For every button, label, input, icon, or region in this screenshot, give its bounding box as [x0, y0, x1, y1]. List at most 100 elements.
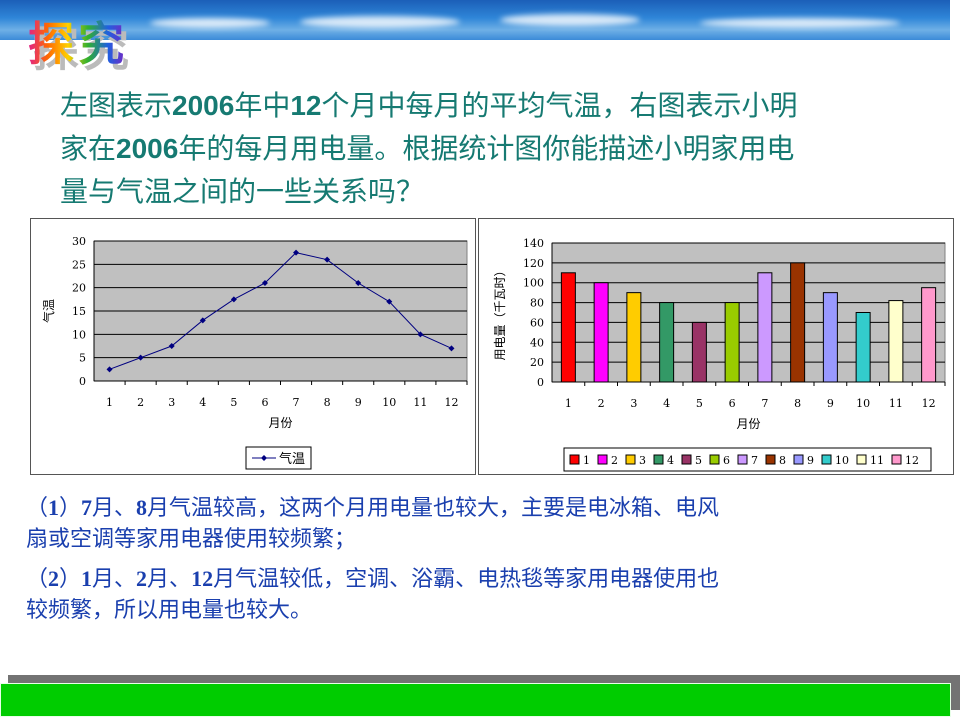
data-point	[293, 249, 300, 256]
x-tick-label: 1	[565, 397, 572, 410]
legend-swatch	[653, 454, 664, 465]
text-segment: 左图表示	[60, 89, 173, 122]
text-segment: 1	[48, 495, 60, 520]
y-axis-title: 气温	[41, 299, 56, 323]
data-point	[448, 345, 455, 352]
legend-swatch	[821, 454, 832, 465]
answer-paragraph: （2）1月、2月、12月气温较低，空调、浴霸、电热毯等家用电器使用也 较频繁，所…	[26, 563, 926, 626]
legend-label: 气温	[279, 451, 305, 467]
legend-label: 4	[667, 454, 674, 467]
legend-label: 10	[835, 454, 849, 467]
bar	[659, 302, 675, 383]
legend-swatch	[737, 454, 748, 465]
y-tick-label: 0	[537, 376, 544, 389]
legend-swatch	[625, 454, 636, 465]
legend-swatch	[793, 454, 804, 465]
x-axis-title: 月份	[736, 417, 760, 431]
text-line: 量与气温之间的一些关系吗？	[60, 170, 920, 213]
x-tick-label: 1	[106, 396, 113, 409]
data-point	[261, 280, 268, 286]
y-tick-label: 15	[72, 305, 86, 318]
text-segment: （	[26, 496, 49, 521]
plot-area	[551, 242, 946, 383]
x-tick-label: 11	[413, 396, 427, 409]
bar	[593, 282, 609, 383]
text-line: 左图表示2006年中12个月中每月的平均气温，右图表示小明	[60, 84, 920, 127]
text-segment: 年的每月用电量。根据统计图你能描述小明家用电	[178, 132, 795, 165]
bar	[790, 262, 806, 383]
legend-label: 12	[905, 454, 919, 467]
text-line: （2）1月、2月、12月气温较低，空调、浴霸、电热毯等家用电器使用也	[26, 563, 926, 595]
answer-paragraph: （1）7月、8月气温较高，这两个月用电量也较大，主要是电冰箱、电风 扇或空调等家用…	[26, 492, 926, 555]
y-tick-label: 25	[72, 258, 86, 271]
text-line: 扇或空调等家用电器使用较频繁；	[26, 524, 926, 555]
y-tick-label: 40	[530, 336, 544, 349]
y-tick-label: 0	[79, 375, 86, 388]
x-tick-label: 6	[261, 396, 268, 409]
bar	[560, 272, 576, 383]
legend-label: 3	[639, 454, 646, 467]
text-segment: ）	[59, 496, 82, 521]
header-banner	[0, 0, 950, 40]
text-segment: ）	[59, 567, 82, 592]
x-tick-label: 2	[137, 396, 144, 409]
x-tick-label: 10	[856, 397, 870, 410]
x-tick-label: 11	[889, 397, 903, 410]
y-tick-label: 80	[530, 297, 544, 310]
text-segment: 扇或空调等家用电器使用较频繁；	[26, 527, 357, 552]
x-axis-title: 月份	[268, 416, 292, 430]
bar	[626, 292, 642, 383]
bar	[757, 272, 773, 383]
x-tick-label: 7	[293, 396, 300, 409]
data-point	[106, 366, 113, 373]
bar	[921, 287, 937, 383]
x-tick-label: 8	[324, 396, 331, 409]
legend-label: 1	[583, 454, 590, 467]
text-segment: 2	[48, 566, 60, 591]
x-tick-label: 12	[444, 396, 458, 409]
footer-bar	[0, 683, 951, 717]
legend-marker	[261, 455, 267, 461]
x-tick-label: 9	[827, 397, 834, 410]
bar	[691, 321, 707, 383]
series-line	[109, 252, 452, 370]
data-point	[386, 298, 393, 305]
text-segment: 月气温较高，这两个月用电量也较大，主要是电冰箱、电风	[147, 496, 720, 521]
y-tick-label: 20	[72, 282, 86, 295]
bar	[724, 302, 740, 383]
legend-label: 6	[723, 454, 730, 467]
y-tick-label: 10	[72, 328, 86, 341]
text-segment: 个月中每月的平均气温，右图表示小明	[321, 89, 798, 122]
x-tick-label: 3	[630, 397, 637, 410]
legend-label: 7	[751, 454, 758, 467]
bar	[888, 300, 904, 383]
text-segment: 8	[136, 495, 148, 520]
y-tick-label: 140	[523, 237, 544, 250]
text-segment: 月、	[147, 567, 192, 592]
legend-swatch	[681, 454, 692, 465]
text-segment: 较频繁，所以用电量也较大。	[26, 598, 313, 623]
data-point	[417, 331, 424, 338]
electricity-bar-chart: 0 20 40 60 80 100 120 140 1 2 3 4 5 6 7 8 9 10 11 12 月份 用电量（千…	[478, 218, 954, 475]
legend-label: 9	[807, 454, 814, 467]
text-line: 较频繁，所以用电量也较大。	[26, 595, 926, 626]
text-line: 家在2006年的每月用电量。根据统计图你能描述小明家用电	[60, 127, 920, 170]
text-segment: 量与气温之间的一些关系吗？	[60, 175, 425, 208]
answers-text: （1）7月、8月气温较高，这两个月用电量也较大，主要是电冰箱、电风 扇或空调等家用…	[26, 492, 926, 634]
text-segment: 月、	[92, 496, 137, 521]
y-axis-title: 用电量（千瓦时）	[493, 264, 507, 360]
text-segment: 12	[290, 90, 322, 121]
x-tick-label: 4	[663, 397, 670, 410]
text-segment: 月气温较低，空调、浴霸、电热毯等家用电器使用也	[213, 567, 720, 592]
legend-swatch	[709, 454, 720, 465]
text-segment: 2	[136, 566, 148, 591]
data-point	[355, 280, 362, 286]
intro-text: 左图表示2006年中12个月中每月的平均气温，右图表示小明 家在2006年的每月用…	[60, 84, 920, 213]
y-tick-label: 30	[72, 235, 86, 248]
logo-title: 探究	[28, 8, 128, 74]
data-point	[230, 296, 237, 303]
x-tick-label: 7	[761, 397, 768, 410]
x-tick-label: 12	[922, 397, 936, 410]
legend-swatch	[856, 454, 867, 465]
